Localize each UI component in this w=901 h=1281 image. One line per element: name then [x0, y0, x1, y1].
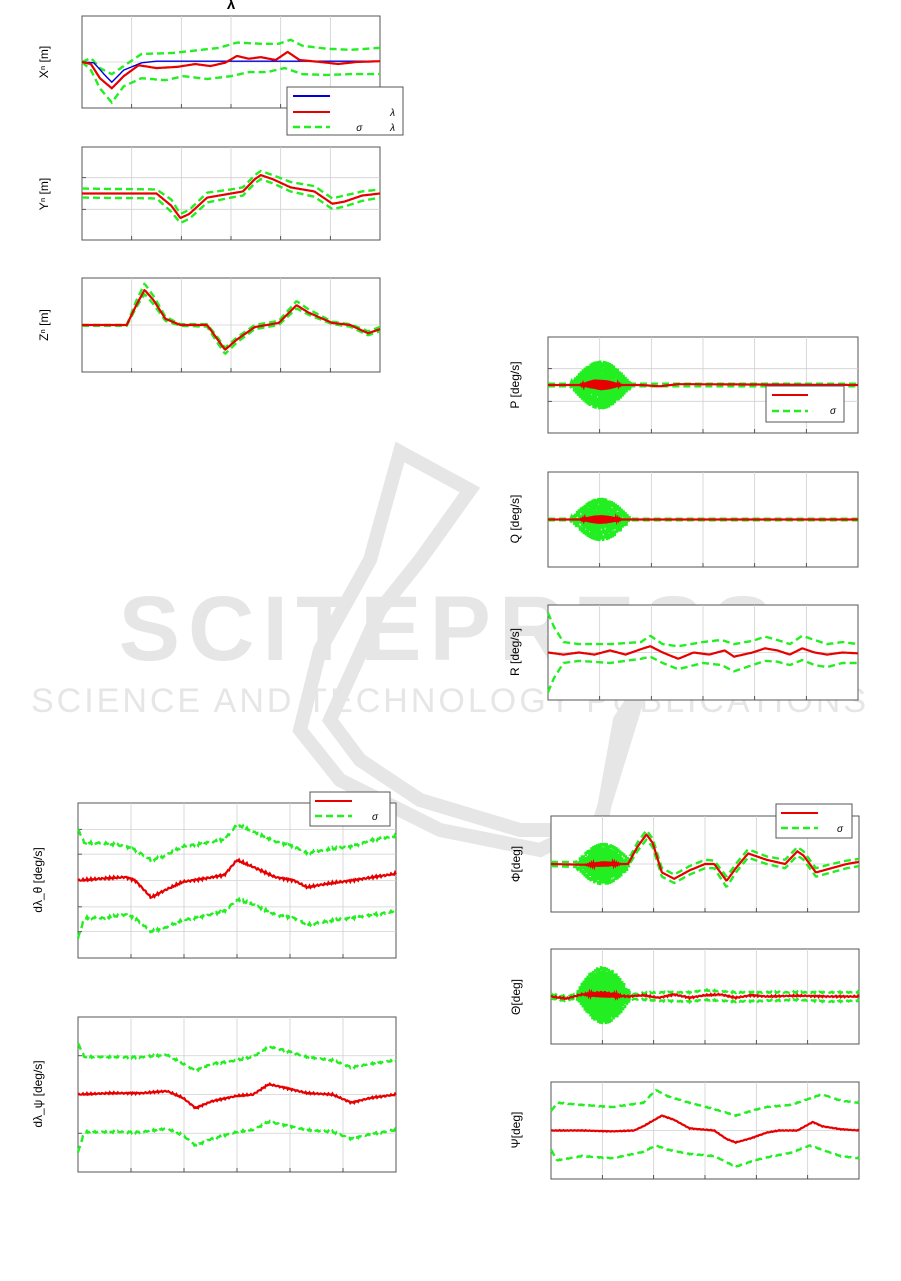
series-line-green-bound [77, 821, 398, 863]
series-line-green-bound [546, 655, 858, 693]
panel-r: R [deg/s] [508, 604, 859, 701]
panel-yn: Yⁿ [m] [37, 146, 381, 241]
panel-p-legend-label-green: σ [830, 406, 837, 417]
series-line-green-bound [550, 1144, 860, 1169]
series-line-red [82, 288, 381, 351]
series-line-blue [81, 60, 380, 84]
panel-phi-plot [551, 816, 860, 912]
panel-theta: Θ[deg] [509, 948, 860, 1045]
series-line-green-bound [82, 177, 381, 225]
panel-zn: Zⁿ [m] [37, 277, 381, 373]
panel-psi: Ψ[deg] [509, 1081, 860, 1180]
panel-dlambda-psi: dλ_ψ [deg/s] [31, 1016, 397, 1173]
panel-phi-legend-box [775, 803, 853, 839]
panel-q: Q [deg/s] [508, 471, 859, 568]
panel-xn-plot [81, 16, 381, 108]
panel-p-ylabel: P [deg/s] [508, 361, 522, 408]
panel-xn-legend-label-green: σ λ [356, 123, 395, 134]
series-line-green-bound [551, 837, 860, 889]
panel-psi-ylabel: Ψ[deg] [509, 1112, 523, 1149]
panel-dlambda-theta-ylabel: dλ_θ [deg/s] [31, 847, 45, 912]
series-line-red [547, 645, 858, 660]
panel-xn-legend: λ σ λ [286, 86, 404, 136]
series-line-red [77, 857, 397, 900]
watermark-logo-shape [292, 441, 647, 858]
panel-theta-plot [550, 949, 860, 1044]
panel-dlambda-psi-plot [76, 1017, 397, 1172]
panel-zn-plot [82, 278, 381, 372]
series-line-green-bound [546, 612, 859, 648]
series-line-red [77, 1081, 397, 1110]
panel-r-plot [546, 605, 859, 700]
panel-xn-legend-label-red: λ [389, 108, 395, 119]
series-line-green-bound [81, 38, 381, 76]
series-line-red [548, 379, 858, 391]
panel-phi-ylabel: Φ[deg] [509, 846, 523, 882]
series-line-green-bound [76, 896, 398, 939]
panel-r-ylabel: R [deg/s] [508, 628, 522, 676]
panel-zn-ylabel: Zⁿ [m] [37, 309, 51, 341]
panel-dlambda-theta-legend: σ [309, 791, 391, 827]
panel-xn-ylabel: Xⁿ [m] [37, 46, 51, 78]
panel-psi-plot [549, 1082, 860, 1179]
series-line-red [548, 513, 858, 526]
panel-yn-ylabel: Yⁿ [m] [37, 178, 51, 210]
series-line-green-bound [550, 970, 860, 1025]
panel-dlambda-theta: dλ_θ [deg/s] σ [31, 791, 398, 959]
panel-p-legend-box [765, 385, 845, 423]
series-line-green-bound [82, 169, 381, 216]
panel-xn: λ Xⁿ [m] λ σ λ [37, 0, 404, 136]
series-line-red [551, 833, 860, 882]
series-line-red [82, 173, 381, 220]
panel-p-legend: σ [765, 385, 845, 423]
panel-dlambda-psi-ylabel: dλ_ψ [deg/s] [31, 1060, 45, 1127]
series-line-red [550, 988, 860, 1001]
series-line-red [550, 1114, 860, 1145]
series-line-red [81, 50, 380, 90]
panel-theta-ylabel: Θ[deg] [509, 979, 523, 1015]
series-line-green-bound [81, 61, 380, 105]
panel-dlambda-theta-legend-label-green: σ [372, 812, 379, 823]
panel-phi-legend-label-green: σ [837, 824, 844, 835]
panel-dlambda-theta-legend-box [309, 791, 391, 827]
series-line-green-bound [549, 1088, 860, 1118]
series-line-green-bound [76, 1119, 397, 1153]
panel-xn-title: λ [227, 0, 236, 13]
panel-q-plot [548, 472, 858, 567]
panel-q-ylabel: Q [deg/s] [508, 495, 522, 544]
series-line-green-bound [76, 1042, 397, 1073]
panel-p: P [deg/s] σ [508, 336, 859, 434]
panel-phi-legend: σ [775, 803, 853, 839]
panel-yn-plot [82, 147, 381, 240]
panel-dlambda-theta-plot [76, 803, 398, 958]
panel-phi: Φ[deg] σ [509, 803, 860, 913]
